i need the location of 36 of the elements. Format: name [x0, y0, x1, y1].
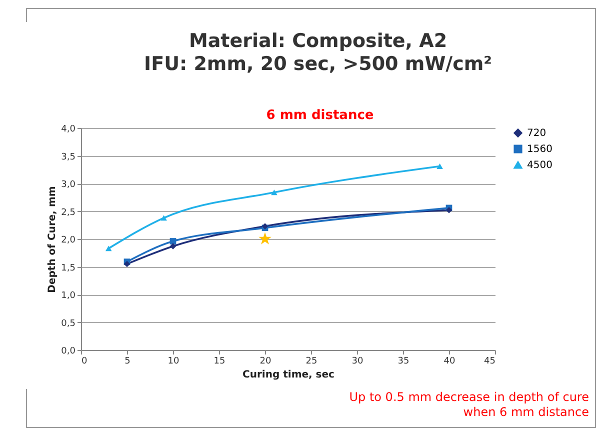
x-tick-label: 25 [306, 356, 318, 366]
point [170, 243, 176, 250]
y-axis-title: Depth of Cure, mm [47, 186, 58, 293]
legend-label: 720 [527, 128, 546, 139]
y-tick-label: 0,5 [61, 318, 76, 329]
point [105, 246, 112, 252]
x-tick-label: 30 [352, 356, 364, 366]
legend-label: 4500 [527, 160, 552, 171]
y-tick-label: 1,0 [61, 291, 76, 301]
y-tick-label: 2,5 [61, 208, 76, 218]
x-axis-title: Curing time, sec [242, 370, 335, 380]
point [124, 260, 130, 268]
x-tick-label: 45 [484, 356, 496, 366]
y-tick-label: 3,0 [61, 180, 76, 190]
x-tick-label: 20 [260, 356, 272, 366]
point [436, 164, 443, 170]
point [160, 215, 167, 221]
chart-title: Material: Composite, A2 [188, 30, 448, 52]
x-tick-label: 40 [444, 356, 456, 366]
x-tick-label: 10 [168, 356, 180, 366]
chart-subtitle: IFU: 2mm, 20 sec, >500 mW/cm² [144, 53, 492, 75]
y-tick-label: 3,5 [61, 152, 76, 162]
x-tick-label: 35 [398, 356, 410, 366]
y-tick-label: 4,0 [61, 124, 76, 134]
text: 6 mm distance [265, 108, 375, 123]
x-tick-label: 5 [124, 356, 130, 366]
x-tick-label: 15 [214, 356, 226, 366]
x-tick-label: 0 [82, 356, 88, 366]
y-tick-label: 1,5 [61, 263, 76, 274]
y-tick-label: 0,0 [61, 346, 76, 356]
text: Up to 0.5 mm decrease in depth of cure when 6 mm distance [349, 390, 589, 420]
y-tick-label: 2,0 [61, 236, 76, 246]
point [271, 190, 278, 196]
point [258, 232, 272, 244]
point [170, 238, 176, 244]
legend-label: 1560 [527, 144, 552, 155]
